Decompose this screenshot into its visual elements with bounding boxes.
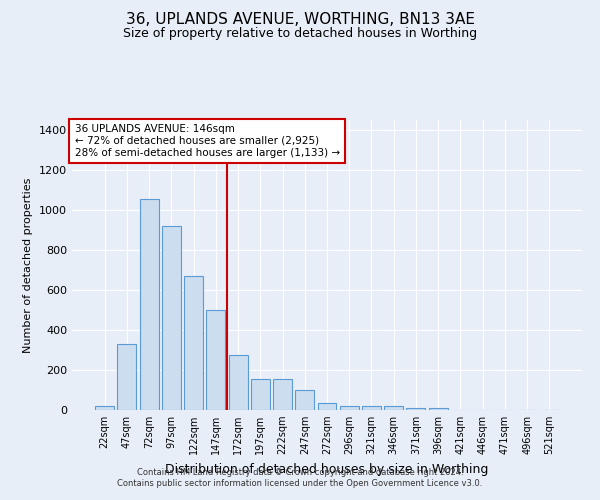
Bar <box>140 199 158 410</box>
Bar <box>384 406 403 410</box>
Bar <box>362 406 381 410</box>
Bar <box>295 390 314 410</box>
Bar <box>162 226 181 410</box>
Text: Size of property relative to detached houses in Worthing: Size of property relative to detached ho… <box>123 28 477 40</box>
Text: 36, UPLANDS AVENUE, WORTHING, BN13 3AE: 36, UPLANDS AVENUE, WORTHING, BN13 3AE <box>125 12 475 28</box>
Bar <box>118 344 136 410</box>
Bar <box>251 379 270 410</box>
Bar <box>184 276 203 410</box>
Bar <box>317 403 337 410</box>
Bar <box>95 406 114 410</box>
Bar <box>229 355 248 410</box>
Bar <box>206 310 225 410</box>
Y-axis label: Number of detached properties: Number of detached properties <box>23 178 34 352</box>
Bar <box>429 408 448 410</box>
Bar <box>273 379 292 410</box>
Text: 36 UPLANDS AVENUE: 146sqm
← 72% of detached houses are smaller (2,925)
28% of se: 36 UPLANDS AVENUE: 146sqm ← 72% of detac… <box>74 124 340 158</box>
Text: Contains HM Land Registry data © Crown copyright and database right 2024.
Contai: Contains HM Land Registry data © Crown c… <box>118 468 482 487</box>
X-axis label: Distribution of detached houses by size in Worthing: Distribution of detached houses by size … <box>166 462 488 475</box>
Bar <box>406 408 425 410</box>
Bar <box>340 406 359 410</box>
